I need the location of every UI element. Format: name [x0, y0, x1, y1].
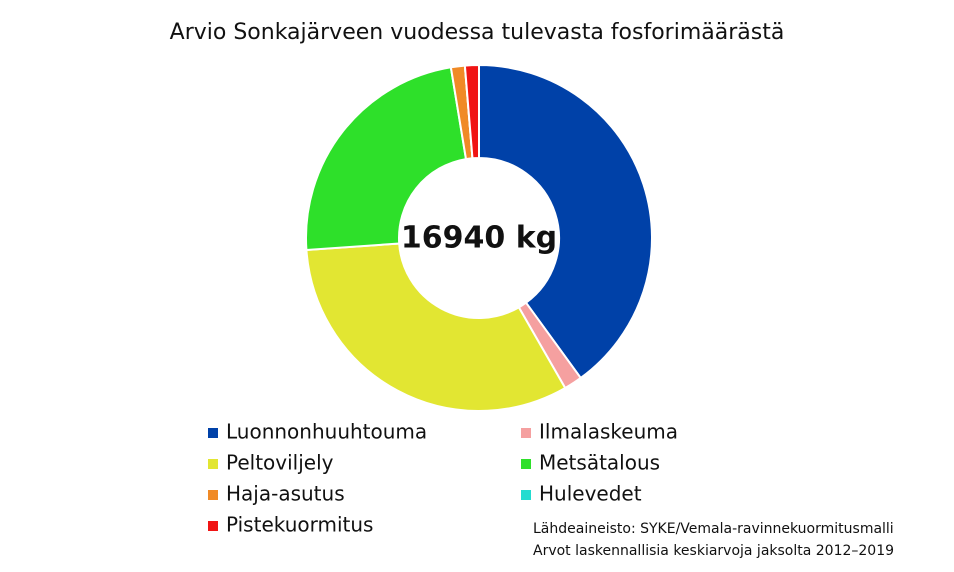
legend-swatch — [208, 428, 218, 438]
legend-label: Hulevedet — [539, 482, 642, 506]
slice — [305, 242, 567, 412]
legend-label: Pistekuormitus — [226, 513, 373, 537]
chart-title: Arvio Sonkajärveen vuodessa tulevasta fo… — [170, 20, 785, 45]
slice — [463, 63, 480, 160]
slice — [305, 66, 468, 252]
donut — [305, 63, 653, 412]
legend-swatch — [521, 459, 531, 469]
legend-swatch — [521, 490, 531, 500]
legend-swatch — [208, 521, 218, 531]
legend-label: Peltoviljely — [226, 451, 334, 475]
source-note: Lähdeaineisto: SYKE/Vemala-ravinnekuormi… — [533, 521, 894, 537]
legend-swatch — [208, 459, 218, 469]
legend-label: Ilmalaskeuma — [539, 420, 678, 444]
center-label: 16940 kg — [401, 221, 557, 256]
legend-label: Luonnonhuuhtouma — [226, 420, 427, 444]
slice — [478, 63, 653, 380]
source-note: Arvot laskennallisia keskiarvoja jaksolt… — [533, 543, 894, 559]
legend-swatch — [521, 428, 531, 438]
legend-label: Haja-asutus — [226, 482, 345, 506]
legend-swatch — [208, 490, 218, 500]
legend-label: Metsätalous — [539, 451, 660, 475]
